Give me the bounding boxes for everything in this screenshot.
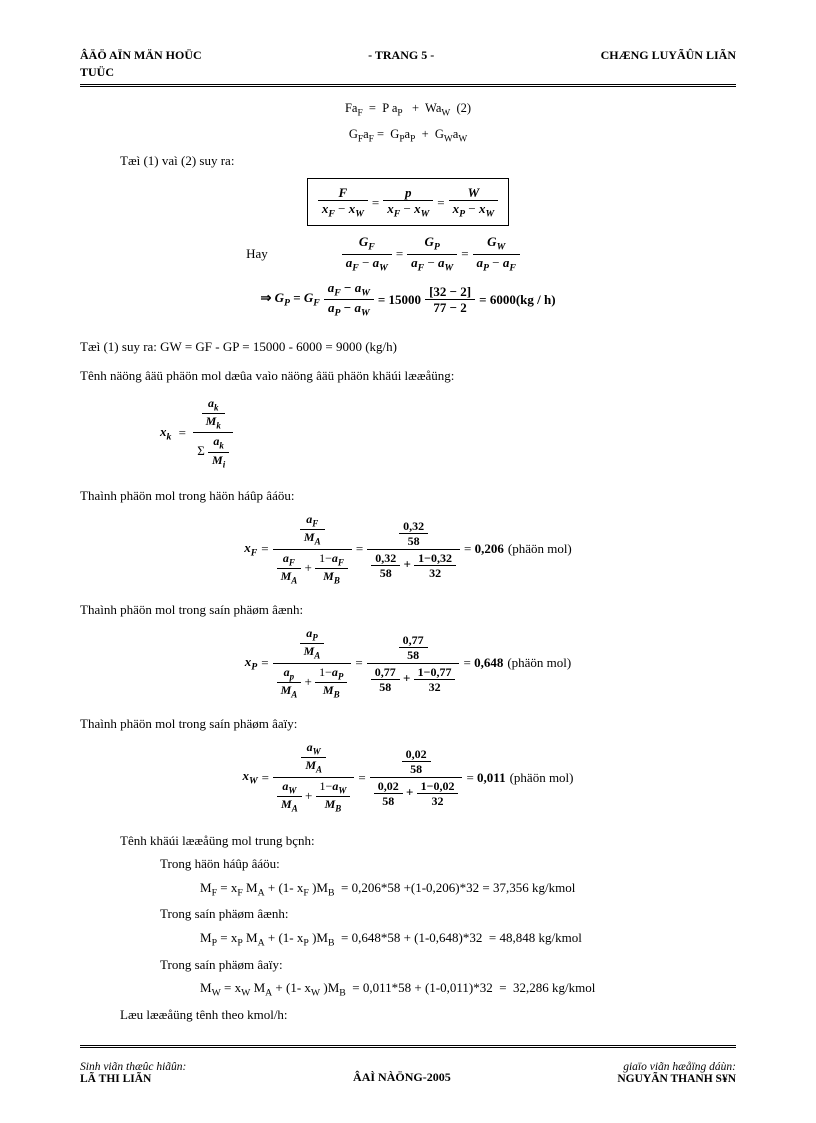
footer-center: ÂAÌ NÀÖNG-2005 (353, 1070, 451, 1085)
xw-value: 0,011 (477, 770, 506, 785)
mp-label: Trong saín phäøm âænh: (80, 905, 736, 923)
eq-gp: ⇒ GP = GF aF − aWaP − aW = 15000 [32 − 2… (80, 280, 736, 320)
header-rule (80, 84, 736, 88)
eq-hay: Hay GFaF − aW = GPaF − aW = GWaP − aF (80, 234, 736, 274)
mw-label: Trong saín phäøm âaïy: (80, 956, 736, 974)
mf-label: Trong häön háûp âáöu: (80, 855, 736, 873)
gp-value: 6000(kg / h) (490, 292, 556, 307)
eq-xp: xP= aPMA apMA + 1−aPMB = 0,7758 0,7758 +… (80, 625, 736, 702)
footer-left-label: Sinh viãn thæûc hiãûn: (80, 1061, 186, 1073)
header-right: CHÆNG LUYÃÛN LIÃN (601, 48, 736, 63)
footer-right-label: giaïo viãn hæåïng dáùn: (617, 1061, 736, 1073)
footer-left-name: LÃ THI LIÃN (80, 1073, 186, 1085)
footer-right: giaïo viãn hæåïng dáùn: NGUYÃN THANH S¥N (617, 1061, 736, 1085)
page-footer: Sinh viãn thæûc hiãûn: LÃ THI LIÃN ÂAÌ N… (80, 1045, 736, 1085)
mp-line: MP = xP MA + (1- xP )MB = 0,648*58 + (1-… (80, 929, 736, 950)
avg-intro: Tênh khäúi lææåüng mol trung bçnh: (80, 832, 736, 850)
header-sub: TUÜC (80, 65, 736, 80)
conc-intro: Tênh näöng âäü phäön mol dæûa vaìo näöng… (80, 367, 736, 385)
eq-boxed: FxF − xW = pxF − xW = WxP − xW (80, 176, 736, 228)
xf-intro: Thaình phäön mol trong häön háûp âáöu: (80, 487, 736, 505)
page-header: ÂÄÖ AÏN MÄN HOÜC - TRANG 5 - CHÆNG LUYÃÛ… (80, 48, 736, 63)
xw-intro: Thaình phäön mol trong saín phäøm âaïy: (80, 715, 736, 733)
footer-right-name: NGUYÃN THANH S¥N (617, 1073, 736, 1085)
flow-intro: Læu lææåüng tênh theo kmol/h: (80, 1006, 736, 1024)
eq-xw: xW= aWMA aWMA + 1−aWMB = 0,0258 0,0258 +… (80, 739, 736, 816)
unit-mol-3: (phäön mol) (510, 769, 574, 787)
suy-ra-line: Tæì (1) vaì (2) suy ra: (80, 152, 736, 170)
gw-line: Tæì (1) suy ra: GW = GF - GP = 15000 - 6… (80, 338, 736, 356)
eq-balance-2: GFaF = GPaP + GWaW (80, 126, 736, 146)
mw-line: MW = xW MA + (1- xW )MB = 0,011*58 + (1-… (80, 979, 736, 1000)
hay-label: Hay (246, 245, 268, 263)
xp-value: 0,648 (474, 655, 503, 670)
eq-balance-1: FaF = P aP + WaW (2) (80, 100, 736, 120)
xf-value: 0,206 (475, 541, 504, 556)
unit-mol-2: (phäön mol) (507, 654, 571, 672)
footer-left: Sinh viãn thæûc hiãûn: LÃ THI LIÃN (80, 1061, 186, 1085)
page-content: FaF = P aP + WaW (2) GFaF = GPaP + GWaW … (80, 100, 736, 1024)
unit-mol-1: (phäön mol) (508, 540, 572, 558)
eq-xf: xF= aFMA aFMA + 1−aFMB = 0,3258 0,3258 +… (80, 511, 736, 588)
footer-rule (80, 1045, 736, 1049)
mf-line: MF = xF MA + (1- xF )MB = 0,206*58 +(1-0… (80, 879, 736, 900)
header-left: ÂÄÖ AÏN MÄN HOÜC (80, 48, 202, 63)
header-center: - TRANG 5 - (368, 48, 434, 63)
xp-intro: Thaình phäön mol trong saín phäøm âænh: (80, 601, 736, 619)
eq-xk: xk = akMk Σ akMi (120, 395, 736, 472)
